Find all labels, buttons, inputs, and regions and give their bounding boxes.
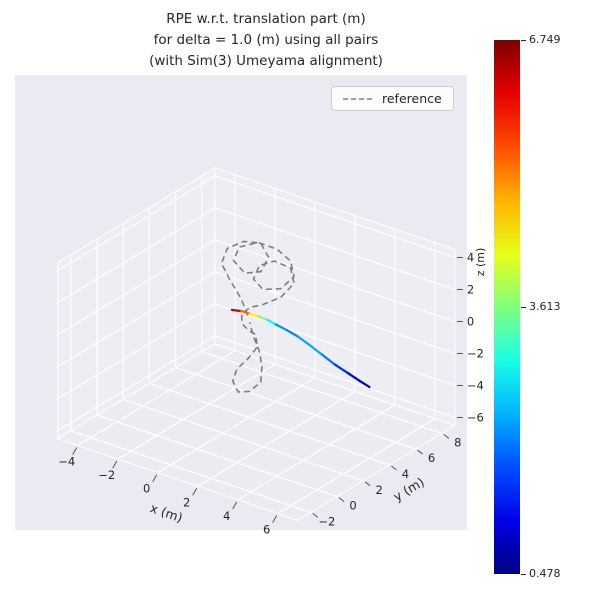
legend: reference (331, 86, 454, 111)
x-tick-label: 6 (263, 523, 270, 537)
chart-title-line-3: (with Sim(3) Umeyama alignment) (149, 52, 383, 69)
z-tick-label: 4 (467, 251, 474, 265)
colorbar-tick-min: 0.478 (521, 567, 561, 580)
chart-title: RPE w.r.t. translation part (m) for delt… (0, 9, 532, 72)
y-tick-label: 0 (349, 499, 356, 513)
y-tick-label: −2 (318, 514, 335, 528)
colorbar-tick-max: 6.749 (521, 33, 561, 46)
legend-label: reference (382, 91, 442, 106)
x-tick-label: −4 (58, 455, 75, 469)
colorbar-tick-mid: 3.613 (521, 300, 561, 313)
reference-trajectory (220, 240, 295, 393)
axis-ticks-and-labels: −4 −2 0 2 4 6 −2 0 2 4 6 8 4 2 0 −2 −4 −6 (58, 251, 484, 537)
x-tick-label: −2 (98, 468, 115, 482)
z-axis-label: z (m) (474, 248, 487, 277)
y-tick-label: 6 (428, 451, 435, 465)
colorbar (494, 40, 520, 574)
dashed-line-sample-icon (343, 97, 373, 100)
reference-path (220, 240, 295, 393)
x-tick-label: 4 (223, 509, 230, 523)
z-tick-label: 0 (467, 315, 474, 329)
x-tick-label: 0 (143, 482, 150, 496)
chart-title-line-2: for delta = 1.0 (m) using all pairs (153, 31, 379, 48)
z-tick-label: −2 (467, 347, 484, 361)
y-tick-label: 8 (454, 435, 461, 449)
axes-background (15, 75, 467, 530)
plot-panel (15, 75, 467, 530)
z-tick-label: 2 (467, 283, 474, 297)
z-tick-label: −6 (467, 411, 484, 425)
rpe-colored-trajectory (230, 308, 371, 389)
y-tick-label: 4 (402, 467, 409, 481)
z-tick-label: −4 (467, 379, 484, 393)
y-tick-label: 2 (376, 483, 383, 497)
chart-title-line-1: RPE w.r.t. translation part (m) (166, 11, 366, 27)
x-tick-label: 2 (183, 495, 190, 509)
